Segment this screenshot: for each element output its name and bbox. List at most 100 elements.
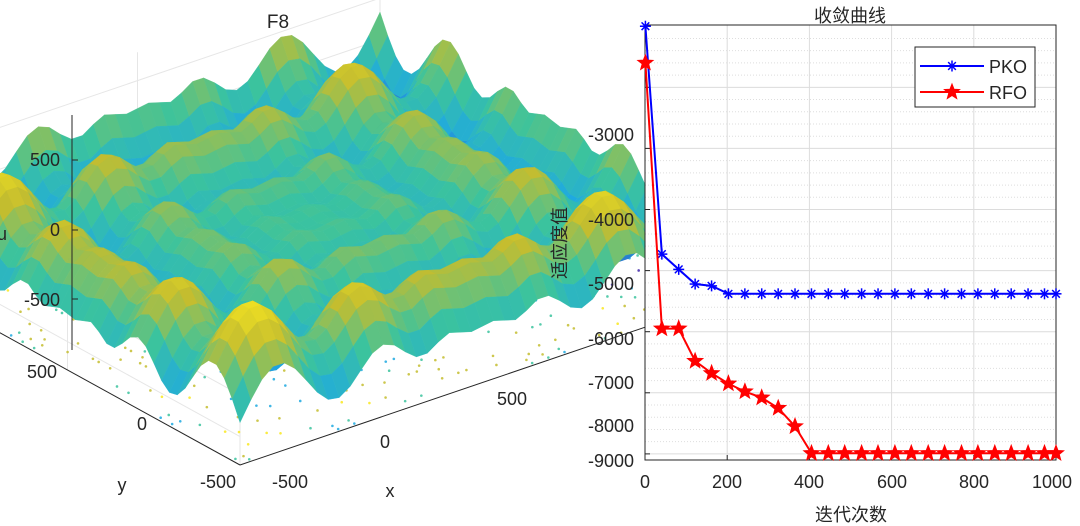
contour-dot <box>437 367 441 371</box>
contour-dot <box>572 327 576 330</box>
z-tick-label: -500 <box>24 290 60 310</box>
marker-pko <box>905 288 917 300</box>
contour-dot <box>205 405 209 409</box>
marker-pko <box>756 288 768 300</box>
z-tick-label: 0 <box>50 220 60 240</box>
y-tick-label: 500 <box>27 362 57 382</box>
marker-rfo <box>885 443 904 461</box>
asterisk-stroke <box>1040 289 1049 299</box>
x-axis-title: 迭代次数 <box>815 505 887 526</box>
convergence-plot: 0 200 400 600 800 1000 -9000 -8000 -7000… <box>550 6 1072 526</box>
contour-dot <box>268 404 272 408</box>
marker-rfo <box>968 443 987 461</box>
back-grid-line <box>0 303 241 438</box>
marker-rfo <box>902 443 921 461</box>
contour-dot <box>316 409 319 412</box>
contour-dot <box>234 457 237 461</box>
marker-rfo <box>819 443 838 461</box>
y-axis-line <box>0 332 241 466</box>
contour-dot <box>160 395 164 399</box>
marker-rfo <box>669 319 688 337</box>
contour-dot <box>547 356 550 359</box>
contour-dot <box>27 307 30 311</box>
legend-label-rfo: RFO <box>989 83 1027 103</box>
back-grid-line <box>0 0 376 128</box>
marker-rfo <box>1019 443 1038 461</box>
y-tick-label: -8000 <box>588 416 634 436</box>
legend-label-pko: PKO <box>989 57 1027 77</box>
marker-pko <box>939 288 951 300</box>
3d-axes <box>0 115 726 466</box>
contour-dot <box>384 396 387 399</box>
marker-pko <box>639 20 651 32</box>
contour-dot <box>420 358 423 362</box>
contour-dot <box>159 416 162 420</box>
asterisk-stroke <box>957 289 966 299</box>
marker-rfo <box>802 443 821 461</box>
marker-pko <box>706 280 718 292</box>
asterisk-stroke <box>823 289 833 299</box>
y-tick-label: -4000 <box>588 210 634 230</box>
legend: PKO RFO <box>914 46 1036 108</box>
contour-dot <box>392 357 396 361</box>
contour-dot <box>237 430 241 434</box>
contour-dot <box>143 350 147 353</box>
contour-dot <box>247 457 251 461</box>
contour-dot <box>457 371 460 375</box>
contour-dot <box>487 330 490 334</box>
marker-pko <box>922 288 934 300</box>
y-tick-label: -3000 <box>588 125 634 145</box>
surface-patch <box>0 213 4 228</box>
contour-dot <box>29 337 33 341</box>
marker-pko <box>822 288 834 300</box>
legend-marker-shape <box>943 82 961 100</box>
marker-pko <box>805 288 817 300</box>
contour-dot <box>440 376 444 380</box>
y-tick-label: -500 <box>200 472 236 492</box>
marker-pko <box>889 288 901 300</box>
marker-pko <box>955 288 967 300</box>
legend-box <box>914 46 1036 108</box>
asterisk-stroke <box>1051 289 1061 299</box>
contour-dot <box>465 368 468 372</box>
contour-dot <box>97 360 100 364</box>
asterisk-stroke <box>840 289 850 299</box>
contour-dot <box>597 333 601 337</box>
x-tick-label: 800 <box>959 472 989 492</box>
contour-dot <box>566 323 570 327</box>
marker-rfo <box>769 398 788 416</box>
marker-rfo <box>702 363 721 381</box>
contour-dot <box>420 394 423 397</box>
contour-dot <box>188 396 191 399</box>
contour-dot <box>340 400 344 404</box>
contour-dot <box>331 424 334 428</box>
contour-dot <box>272 377 276 381</box>
contour-dot <box>279 431 282 435</box>
marker-pko <box>789 288 801 300</box>
contour-dot <box>141 355 144 359</box>
contour-dot <box>368 401 371 405</box>
contour-dot <box>170 422 174 426</box>
contour-dot <box>282 369 286 372</box>
surface-plot: F8 x y u -500 0 500 -500 0 500 -500 0 50… <box>0 0 726 501</box>
legend-marker-shape <box>946 60 958 72</box>
contour-dot <box>66 350 69 354</box>
contour-dot <box>384 360 388 363</box>
y-tick-label: -5000 <box>588 274 634 294</box>
contour-dot <box>76 342 80 345</box>
contour-dot <box>563 350 566 354</box>
marker-rfo <box>786 417 804 435</box>
asterisk-stroke <box>923 289 933 299</box>
contour-dot <box>541 353 544 356</box>
contour-dot <box>115 385 119 388</box>
contour-dot <box>54 308 58 312</box>
marker-pko <box>739 288 751 300</box>
contour-dot <box>21 340 24 344</box>
x-tick-label: 200 <box>712 472 742 492</box>
y-tick-label: 0 <box>137 414 147 434</box>
marker-pko <box>772 288 784 300</box>
marker-pko <box>689 278 701 290</box>
marker-pko <box>872 288 884 300</box>
marker-rfo <box>735 382 754 400</box>
